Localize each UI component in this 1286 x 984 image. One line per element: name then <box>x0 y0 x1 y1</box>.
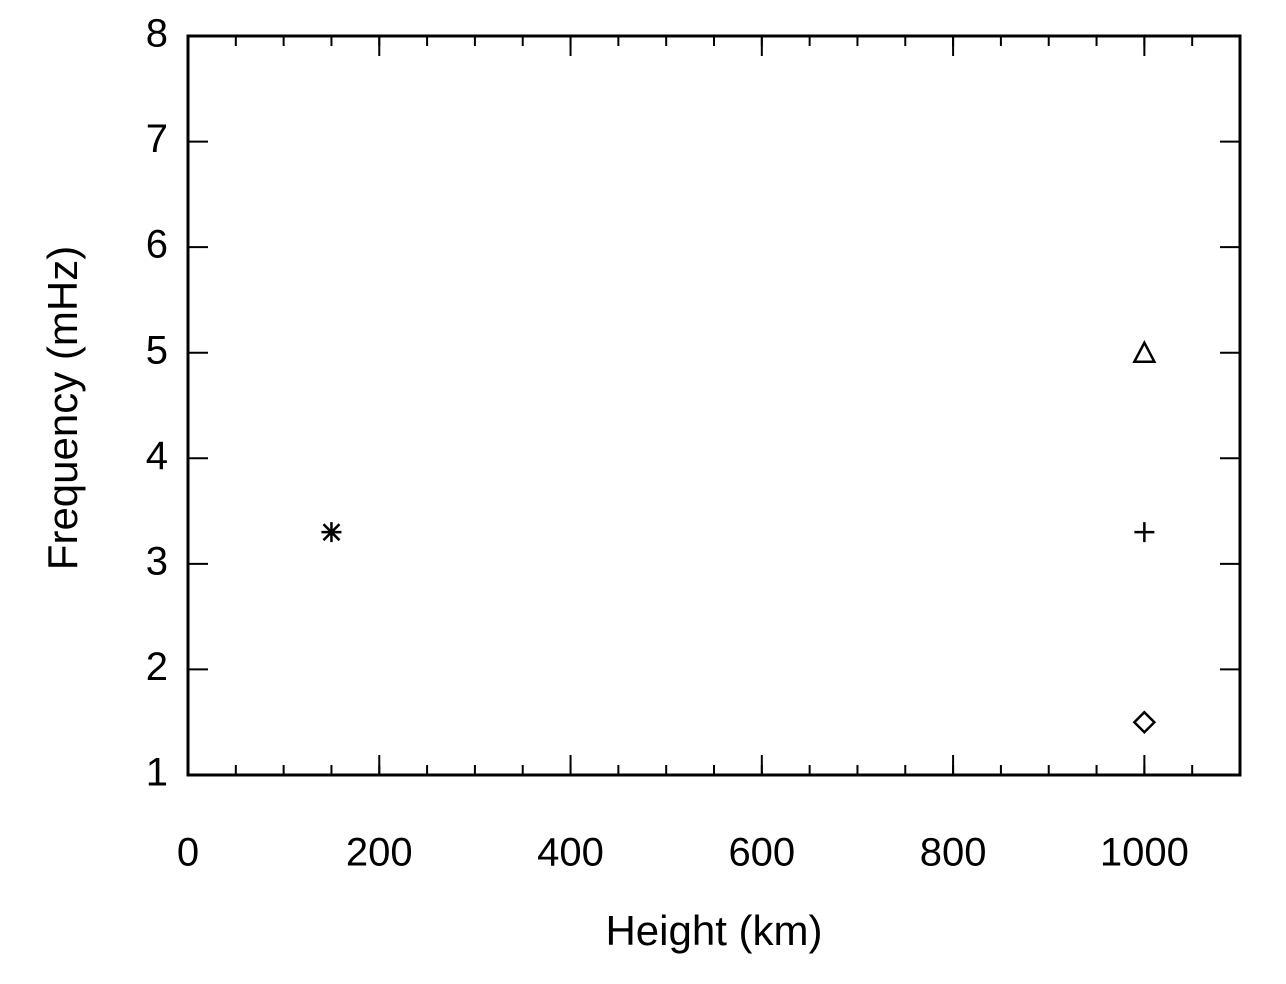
x-axis-title: Height (km) <box>605 907 822 954</box>
x-tick-label: 200 <box>346 831 413 875</box>
point <box>321 522 342 543</box>
y-tick-label: 2 <box>146 645 168 689</box>
y-tick-label: 6 <box>146 223 168 267</box>
point <box>1132 340 1157 363</box>
x-tick-label: 800 <box>920 831 987 875</box>
x-tick-label: 600 <box>728 831 795 875</box>
y-tick-label: 8 <box>146 12 168 56</box>
x-tick-label: 400 <box>537 831 604 875</box>
y-tick-label: 5 <box>146 328 168 372</box>
x-tick-label: 0 <box>177 831 199 875</box>
point <box>1134 522 1155 543</box>
plot-frame <box>186 34 1242 777</box>
x-tick-label: 1000 <box>1100 831 1189 875</box>
y-tick-label: 7 <box>146 117 168 161</box>
y-axis-title: Frequency (mHz) <box>39 246 86 570</box>
y-tick-label: 1 <box>146 751 168 795</box>
y-tick-label: 3 <box>146 539 168 583</box>
point <box>1132 710 1157 734</box>
y-tick-label: 4 <box>146 434 168 478</box>
